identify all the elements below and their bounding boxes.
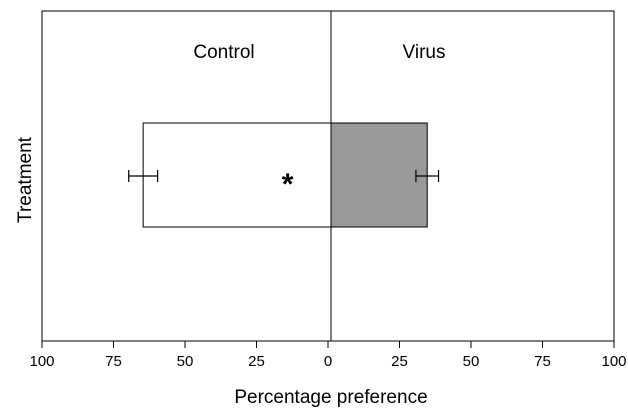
x-tick-label-8: 100	[601, 353, 626, 370]
bar-virus	[330, 122, 428, 228]
control-label: Control	[193, 42, 254, 63]
x-tick-label-3: 25	[248, 353, 265, 370]
x-axis-title: Percentage preference	[234, 387, 427, 408]
x-tick-label-0: 100	[29, 353, 54, 370]
x-tick-label-6: 50	[463, 353, 480, 370]
x-tick-label-4: 0	[324, 353, 332, 370]
x-tick-label-2: 50	[177, 353, 194, 370]
significance-asterisk: *	[282, 168, 294, 201]
x-tick-label-1: 75	[105, 353, 122, 370]
x-tick-label-5: 25	[391, 353, 408, 370]
bar-control	[142, 122, 332, 228]
x-tick-label-7: 75	[534, 353, 551, 370]
y-axis-title: Treatment	[15, 136, 36, 223]
virus-label: Virus	[403, 42, 446, 63]
